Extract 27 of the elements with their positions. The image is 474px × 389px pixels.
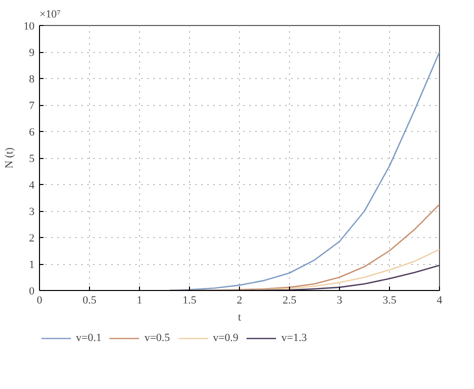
x-axis-title: t xyxy=(238,312,242,324)
legend-label: v=1.3 xyxy=(281,332,307,344)
y-tick-label: 3 xyxy=(29,206,35,218)
y-axis-title: N (t) xyxy=(4,147,16,169)
y-tick-label: 2 xyxy=(29,232,34,244)
y-tick-label: 0 xyxy=(29,286,35,298)
y-tick-label: 4 xyxy=(29,180,35,192)
x-tick-label: 0 xyxy=(36,294,43,306)
y-tick-label: 1 xyxy=(29,259,34,271)
x-tick-label: 2.5 xyxy=(282,294,297,306)
x-tick-label: 0.5 xyxy=(82,294,97,306)
y-tick-label: 10 xyxy=(24,20,35,32)
x-tick-label: 3.5 xyxy=(382,294,397,306)
x-tick-label: 1 xyxy=(136,294,142,306)
y-tick-label: 6 xyxy=(29,126,35,138)
legend-label: v=0.9 xyxy=(212,332,238,344)
y-tick-label: 8 xyxy=(29,74,35,86)
legend-label: v=0.1 xyxy=(76,332,102,344)
text: ×10⁷ xyxy=(40,8,61,20)
legend-label: v=0.5 xyxy=(144,332,170,344)
y-tick-label: 5 xyxy=(29,153,35,165)
x-tick-label: 4 xyxy=(436,294,443,306)
x-tick-label: 2 xyxy=(236,294,242,306)
y-tick-label: 7 xyxy=(29,100,35,112)
x-tick-label: 1.5 xyxy=(182,294,197,306)
y-tick-label: 9 xyxy=(29,47,35,59)
x-tick-label: 3 xyxy=(336,294,343,306)
